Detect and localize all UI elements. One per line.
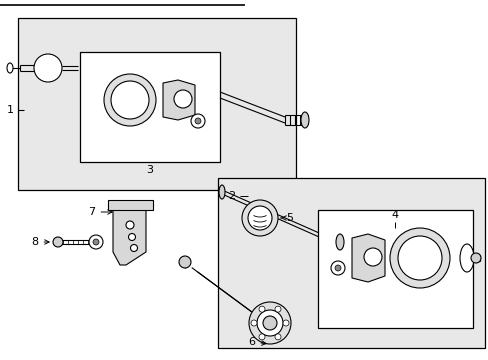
Ellipse shape (248, 302, 290, 344)
Ellipse shape (335, 234, 343, 250)
Bar (218, 178, 484, 348)
Text: 5: 5 (281, 213, 293, 223)
Circle shape (250, 320, 257, 326)
Ellipse shape (459, 244, 473, 272)
Circle shape (274, 334, 281, 340)
Circle shape (397, 236, 441, 280)
Ellipse shape (7, 63, 13, 73)
Circle shape (93, 239, 99, 245)
Text: 3: 3 (146, 165, 153, 175)
Circle shape (242, 200, 278, 236)
Circle shape (89, 235, 103, 249)
Text: 1: 1 (6, 105, 14, 115)
Circle shape (130, 244, 137, 252)
Circle shape (53, 237, 63, 247)
Circle shape (179, 256, 191, 268)
Circle shape (363, 248, 381, 266)
Polygon shape (163, 80, 195, 120)
Circle shape (274, 306, 281, 312)
Circle shape (389, 228, 449, 288)
Polygon shape (351, 234, 384, 282)
Circle shape (334, 265, 340, 271)
Ellipse shape (263, 316, 276, 330)
Ellipse shape (219, 185, 224, 199)
Circle shape (330, 261, 345, 275)
Bar (80, 52, 220, 162)
Circle shape (126, 221, 134, 229)
Text: 8: 8 (31, 237, 49, 247)
Circle shape (34, 54, 62, 82)
Circle shape (174, 90, 192, 108)
Text: 4: 4 (390, 210, 398, 220)
Polygon shape (113, 210, 146, 265)
Text: 2: 2 (228, 191, 235, 201)
Polygon shape (108, 200, 153, 210)
Circle shape (247, 206, 271, 230)
Circle shape (128, 234, 135, 240)
Ellipse shape (301, 112, 308, 128)
Text: 6: 6 (248, 337, 265, 347)
Circle shape (259, 334, 264, 340)
Bar (18, 18, 295, 190)
Circle shape (111, 81, 149, 119)
Circle shape (283, 320, 288, 326)
Circle shape (259, 306, 264, 312)
Ellipse shape (257, 310, 283, 336)
Bar (317, 210, 472, 328)
Circle shape (195, 118, 201, 124)
Text: 7: 7 (88, 207, 112, 217)
Circle shape (191, 114, 204, 128)
Circle shape (470, 253, 480, 263)
Circle shape (104, 74, 156, 126)
